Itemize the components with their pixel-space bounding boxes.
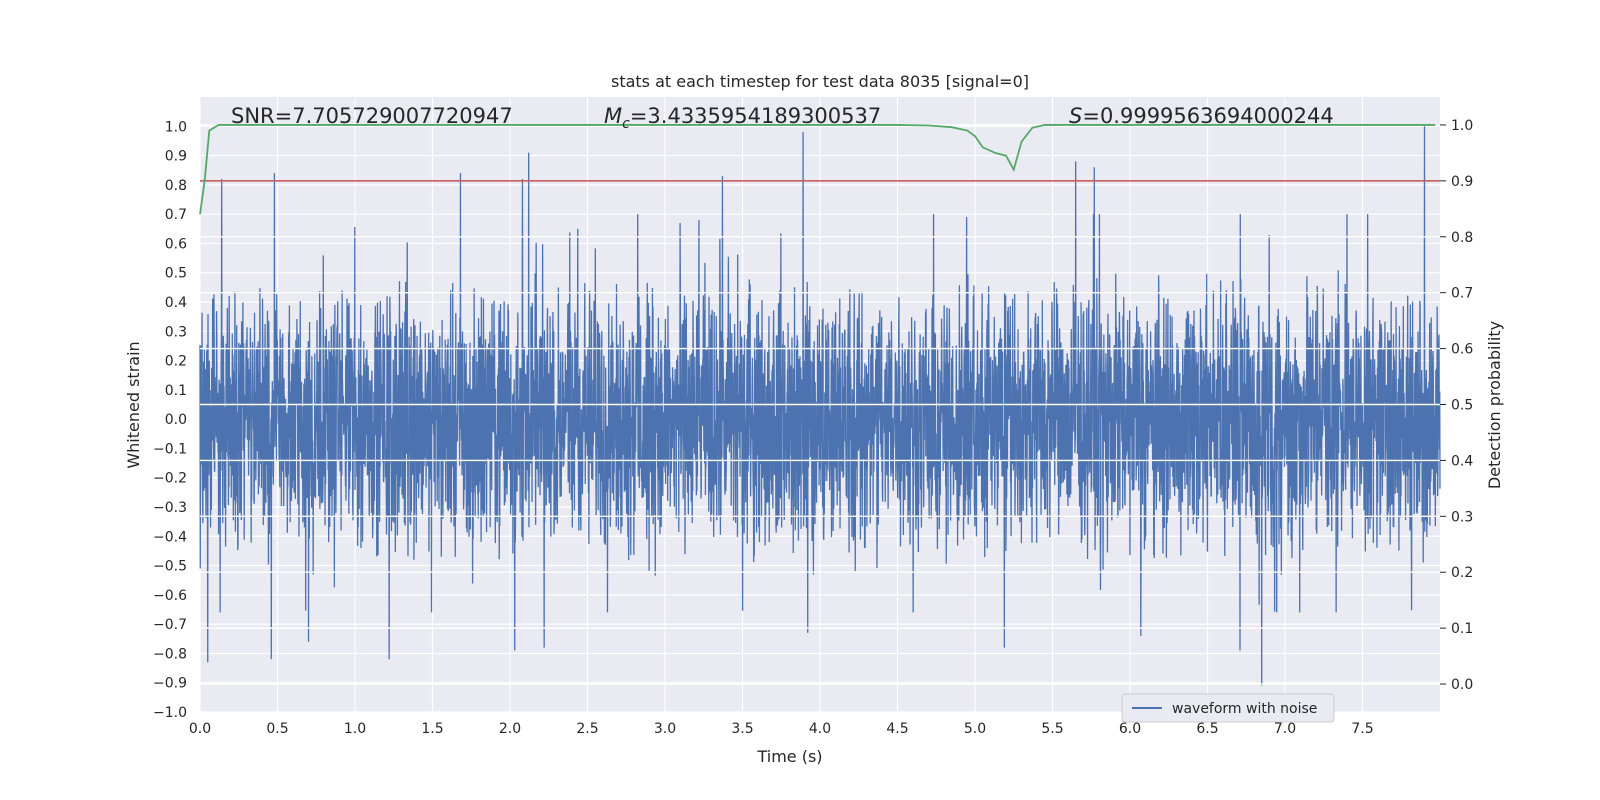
y-left-tick-label: 0.1 [165, 383, 187, 399]
y-left-tick-labels: −1.0 −0.9 −0.8 −0.7 −0.6 −0.5 −0.4 −0.3 −0.2 −0.1… [153, 119, 187, 721]
x-tick-label: 7.5 [1351, 721, 1373, 737]
legend-label: waveform with noise [1172, 701, 1317, 717]
x-tick-label: 4.5 [886, 721, 908, 737]
y-left-tick-label: −0.8 [153, 646, 187, 662]
y-left-tick-label: 0.5 [165, 266, 187, 282]
x-tick-label: 7.0 [1274, 721, 1296, 737]
y-left-tick-label: −0.1 [153, 441, 187, 457]
x-tick-label: 4.0 [809, 721, 831, 737]
chart-title: stats at each timestep for test data 803… [611, 72, 1029, 91]
x-tick-label: 1.5 [421, 721, 443, 737]
y-right-tick-label: 0.8 [1451, 230, 1473, 246]
x-tick-label: 5.5 [1041, 721, 1063, 737]
x-tick-labels: 0.0 0.5 1.0 1.5 2.0 2.5 3.0 3.5 4.0 4.5 5.0 5.5 6.0 6… [189, 721, 1374, 737]
y-left-tick-label: 0.7 [165, 207, 187, 223]
y-right-tick-label: 0.5 [1451, 398, 1473, 414]
snr-annotation: SNR=7.705729007720947 [231, 104, 513, 128]
y-left-tick-label: 0.6 [165, 236, 187, 252]
chirp-mass-annotation: Mc=3.4335954189300537 [604, 104, 881, 132]
y-left-tick-label: −0.2 [153, 471, 187, 487]
y-right-axis-label: Detection probability [1485, 321, 1504, 489]
y-left-axis-label: Whitened strain [124, 341, 143, 468]
y-left-tick-label: −0.9 [153, 676, 187, 692]
x-tick-label: 5.0 [964, 721, 986, 737]
y-left-tick-label: −0.5 [153, 559, 187, 575]
y-right-tick-labels: 0.0 0.1 0.2 0.3 0.4 0.5 0.6 0.7 0.8 0.9 1.0 [1440, 118, 1473, 693]
y-right-tick-label: 0.9 [1451, 174, 1473, 190]
x-axis-label: Time (s) [756, 747, 822, 766]
x-tick-label: 3.0 [654, 721, 676, 737]
y-left-tick-label: −0.3 [153, 500, 187, 516]
y-left-tick-label: −1.0 [153, 705, 187, 721]
y-left-tick-label: 0.0 [165, 412, 187, 428]
y-left-tick-label: −0.6 [153, 588, 187, 604]
y-left-tick-label: 0.9 [165, 149, 187, 165]
y-right-tick-label: 0.4 [1451, 453, 1473, 469]
x-tick-label: 0.5 [266, 721, 288, 737]
legend: waveform with noise [1121, 693, 1335, 723]
probability-series [199, 124, 1440, 215]
y-right-tick-label: 0.1 [1451, 621, 1473, 637]
y-right-tick-label: 0.0 [1451, 677, 1473, 693]
y-left-tick-label: 0.4 [165, 295, 187, 311]
legend-box [1121, 693, 1335, 723]
x-tick-label: 3.5 [731, 721, 753, 737]
waveform-series [199, 126, 1441, 686]
y-left-tick-label: 0.2 [165, 354, 187, 370]
y-right-tick-label: 0.6 [1451, 342, 1473, 358]
y-left-tick-label: 0.3 [165, 324, 187, 340]
probability-line [199, 124, 1436, 215]
x-tick-label: 2.0 [499, 721, 521, 737]
x-tick-label: 2.5 [576, 721, 598, 737]
x-tick-label: 6.0 [1119, 721, 1141, 737]
x-tick-label: 1.0 [344, 721, 366, 737]
y-right-tick-label: 1.0 [1451, 118, 1473, 134]
score-annotation: S=0.9999563694000244 [1069, 104, 1334, 128]
y-right-tick-label: 0.3 [1451, 509, 1473, 525]
waveform-line [199, 126, 1441, 686]
y-left-tick-label: −0.7 [153, 617, 187, 633]
y-left-tick-label: −0.4 [153, 529, 187, 545]
x-tick-label: 6.5 [1196, 721, 1218, 737]
y-left-tick-label: 1.0 [165, 119, 187, 135]
y-right-tick-label: 0.7 [1451, 286, 1473, 302]
y-right-tick-label: 0.2 [1451, 565, 1473, 581]
y-left-tick-label: 0.8 [165, 178, 187, 194]
x-tick-label: 0.0 [189, 721, 211, 737]
